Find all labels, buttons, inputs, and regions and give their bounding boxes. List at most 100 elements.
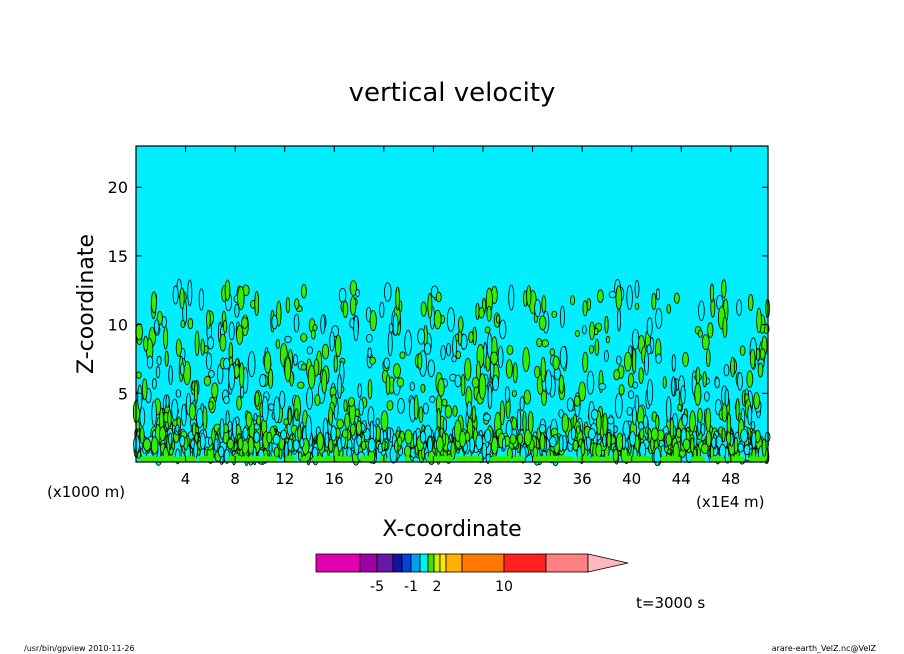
colorbar-labels: -5 -1 2 10: [370, 579, 513, 595]
velocity-cell: [369, 420, 374, 441]
velocity-cell: [450, 441, 456, 461]
velocity-cell: [739, 345, 746, 356]
velocity-cell: [761, 438, 767, 458]
velocity-cell: [682, 351, 689, 367]
x-tick-label: 44: [672, 470, 691, 488]
velocity-cell: [311, 456, 326, 462]
velocity-cell: [253, 431, 260, 444]
footer-right: arare-earth_VelZ.nc@VelZ: [772, 644, 877, 653]
velocity-cell: [608, 290, 617, 299]
velocity-cell: [575, 456, 586, 462]
velocity-cell: [369, 356, 376, 365]
velocity-cell: [143, 335, 149, 352]
velocity-cell: [662, 376, 667, 389]
velocity-cell: [268, 403, 275, 411]
velocity-cell: [386, 426, 392, 441]
x-tick-label: 48: [721, 470, 740, 488]
velocity-cell: [213, 438, 219, 452]
y-tick-label: 10: [108, 316, 128, 335]
velocity-cell: [456, 456, 466, 462]
velocity-cell: [392, 363, 401, 379]
velocity-cell: [151, 378, 157, 390]
velocity-cell: [404, 456, 411, 462]
velocity-cell: [490, 456, 503, 462]
velocity-cell: [422, 402, 429, 415]
velocity-cell: [559, 345, 568, 369]
velocity-cell: [429, 395, 436, 403]
velocity-cell: [226, 456, 237, 462]
velocity-cell: [379, 301, 385, 318]
velocity-cell: [574, 330, 580, 337]
velocity-cell: [481, 442, 487, 459]
velocity-cell: [499, 456, 512, 462]
velocity-cell: [146, 355, 154, 369]
velocity-cell: [413, 394, 419, 420]
velocity-cell: [694, 382, 702, 406]
velocity-cell: [746, 370, 754, 388]
velocity-cell: [753, 392, 760, 410]
velocity-cell: [234, 456, 245, 462]
velocity-cell: [338, 287, 347, 304]
velocity-cell: [523, 389, 531, 405]
velocity-cell: [527, 410, 534, 434]
colorbar-segment: [439, 553, 447, 573]
velocity-cell: [471, 405, 476, 423]
velocity-cell: [344, 412, 351, 430]
velocity-cell: [602, 456, 614, 462]
velocity-cell: [137, 384, 143, 412]
velocity-cell: [504, 386, 510, 403]
velocity-cell: [358, 398, 364, 416]
velocity-cell: [404, 329, 412, 356]
velocity-cell: [254, 391, 260, 407]
velocity-cell: [695, 366, 701, 385]
velocity-cell: [634, 302, 640, 311]
velocity-cell: [735, 398, 740, 421]
velocity-cell: [409, 381, 415, 391]
velocity-cell: [454, 374, 462, 388]
velocity-cell: [179, 287, 185, 310]
velocity-cell: [191, 422, 197, 437]
velocity-cell: [452, 405, 458, 417]
velocity-cell: [180, 363, 185, 376]
velocity-cell: [666, 303, 672, 314]
velocity-cell: [187, 279, 193, 307]
velocity-cell: [259, 373, 267, 388]
velocity-cell: [624, 351, 632, 372]
velocity-cell: [471, 377, 480, 389]
velocity-cell: [314, 394, 321, 407]
velocity-cell: [558, 434, 564, 453]
velocity-cell: [486, 332, 493, 359]
velocity-cell: [446, 307, 455, 332]
velocity-cell: [590, 409, 599, 421]
velocity-cell: [626, 284, 633, 310]
velocity-cell: [427, 436, 433, 454]
velocity-cell: [175, 338, 182, 357]
velocity-cell: [621, 432, 626, 450]
colorbar-segment: [392, 553, 403, 573]
velocity-cell: [430, 456, 440, 462]
velocity-cell: [254, 290, 260, 317]
velocity-cell: [269, 456, 279, 462]
velocity-cell: [223, 395, 230, 404]
velocity-cell: [536, 338, 543, 348]
velocity-cell: [420, 383, 426, 393]
velocity-cell: [704, 391, 710, 402]
velocity-cell: [653, 447, 661, 467]
velocity-cell: [194, 330, 200, 357]
velocity-cell: [468, 331, 474, 343]
velocity-cell: [490, 351, 499, 365]
velocity-cell: [487, 383, 493, 410]
velocity-cell: [551, 310, 557, 318]
velocity-cell: [387, 330, 393, 357]
velocity-cell: [296, 381, 305, 389]
velocity-cell: [172, 285, 179, 305]
velocity-cell: [650, 427, 659, 441]
x-tick-label: 8: [230, 470, 240, 488]
velocity-cell: [484, 429, 492, 443]
velocity-cell: [200, 338, 205, 356]
velocity-cell: [561, 456, 575, 462]
velocity-cell: [522, 346, 530, 372]
x-tick-label: 40: [622, 470, 641, 488]
velocity-cell: [300, 333, 308, 343]
velocity-cell: [756, 456, 767, 462]
